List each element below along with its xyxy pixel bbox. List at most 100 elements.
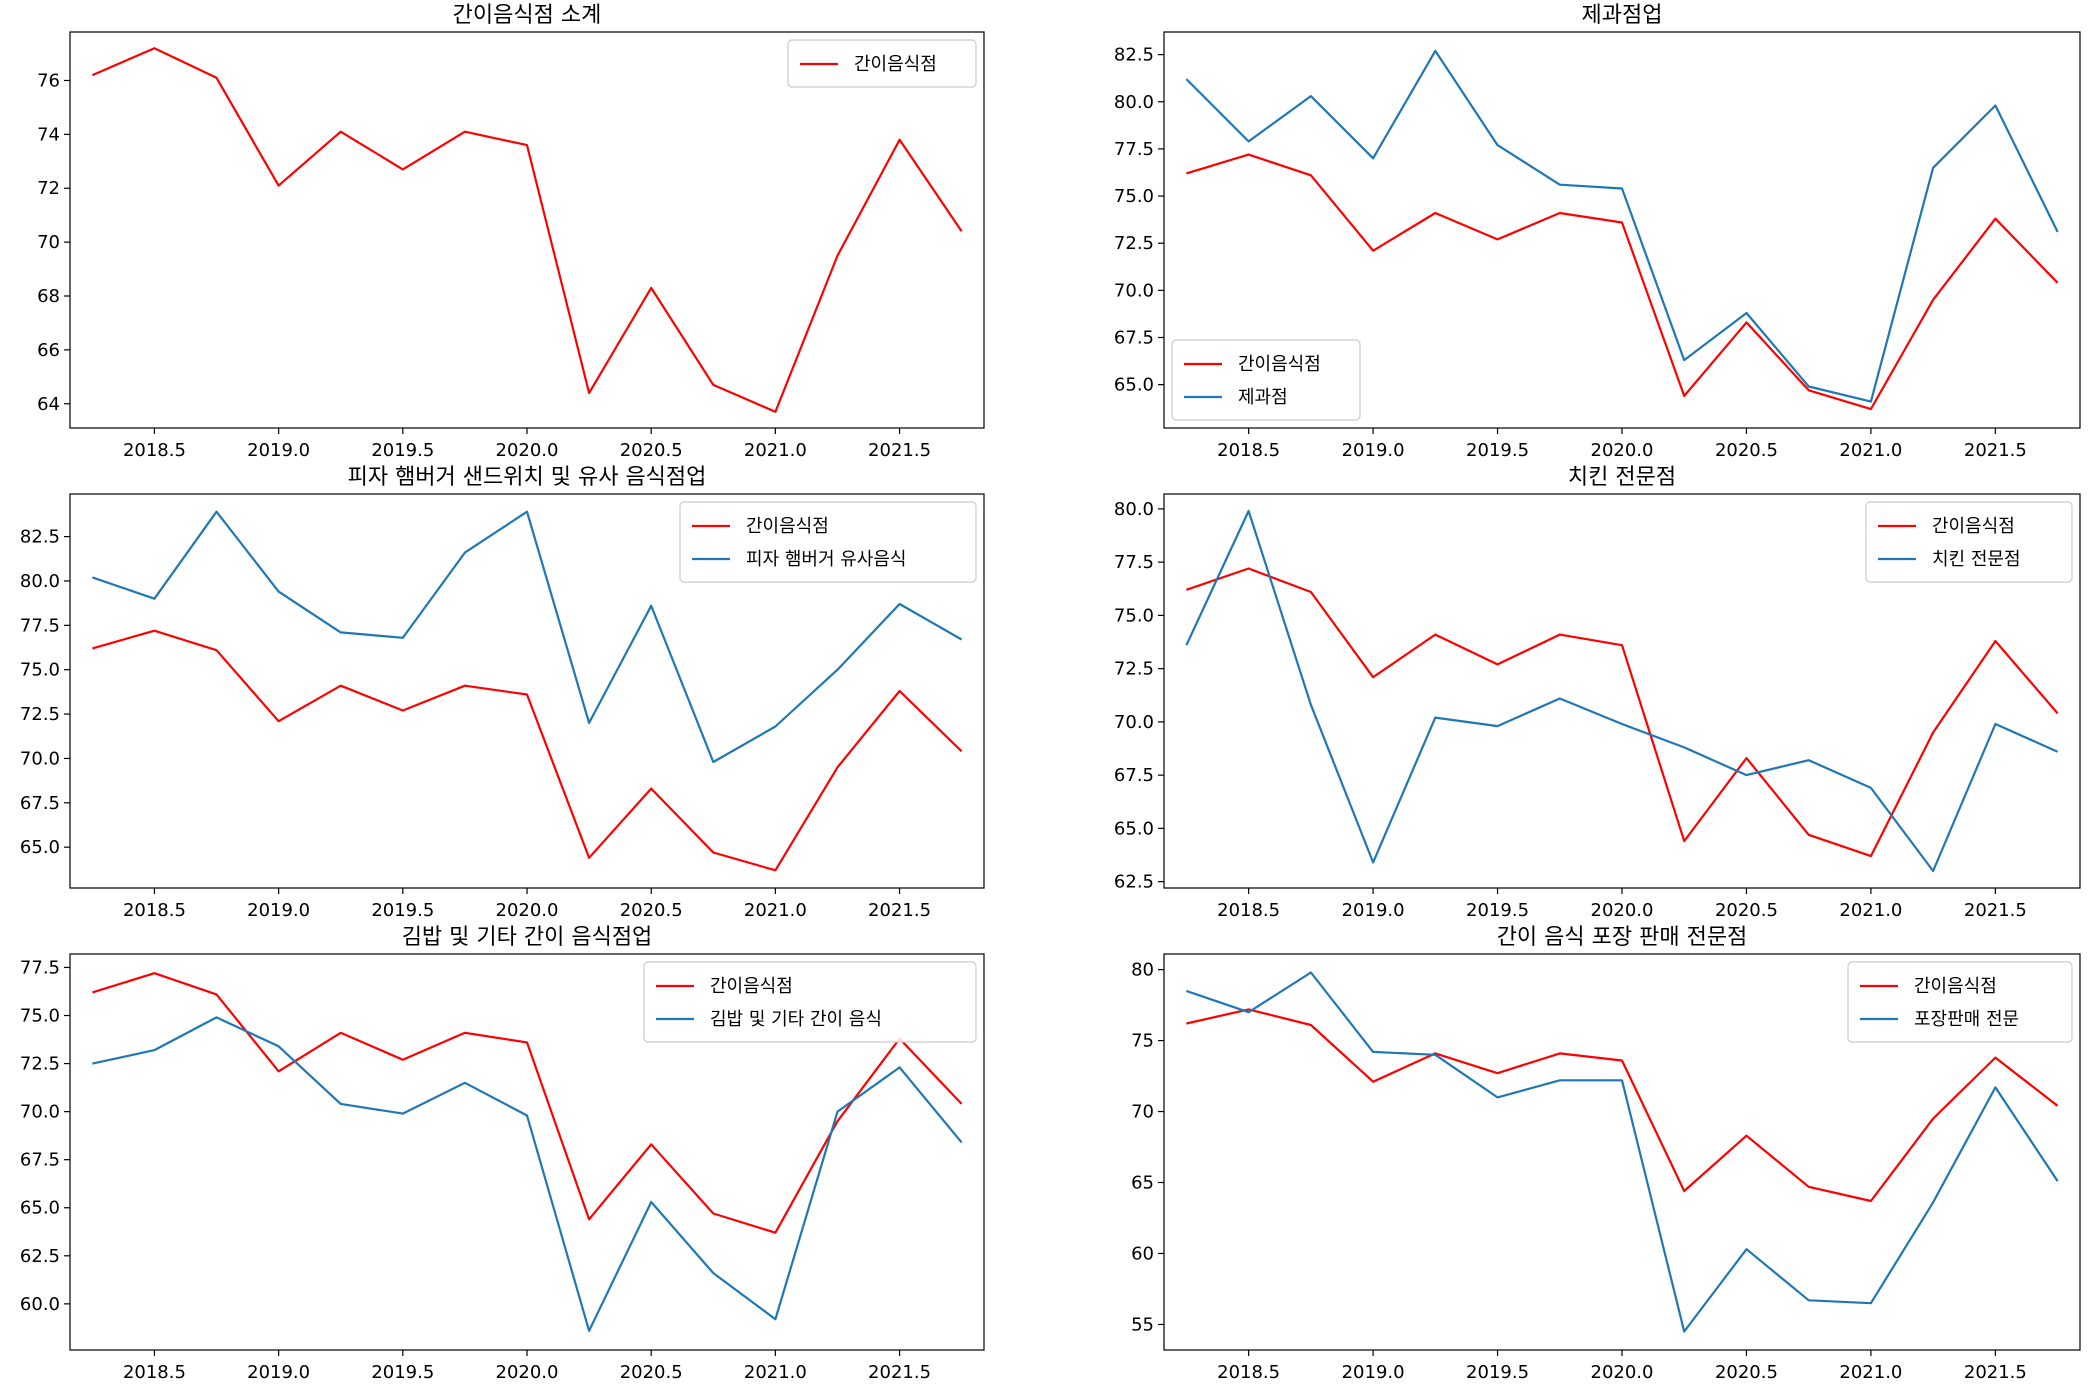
y-tick-label: 67.5 — [20, 1150, 60, 1171]
series-line-1 — [91, 47, 963, 413]
y-tick-label: 82.5 — [20, 527, 60, 548]
y-tick-label: 70 — [1131, 1102, 1154, 1123]
legend-label: 포장판매 전문 — [1914, 1009, 2019, 1030]
y-tick-label: 68 — [37, 286, 60, 307]
y-tick-label: 65.0 — [1114, 818, 1154, 839]
x-tick-label: 2018.5 — [123, 900, 186, 921]
legend-box — [1171, 339, 1361, 421]
legend-label: 제과점 — [1238, 387, 1288, 408]
x-tick-label: 2018.5 — [1217, 1362, 1280, 1383]
x-tick-label: 2018.5 — [1217, 440, 1280, 461]
legend-label: 간이음식점 — [1914, 976, 1997, 997]
y-tick-label: 70.0 — [1114, 280, 1154, 301]
legend-box — [1865, 501, 2073, 583]
series-line-1 — [1186, 567, 2059, 858]
y-tick-label: 64 — [37, 394, 60, 415]
x-tick-label: 2018.5 — [1217, 900, 1280, 921]
y-tick-label: 70.0 — [20, 748, 60, 769]
x-tick-label: 2020.0 — [1591, 440, 1654, 461]
x-tick-label: 2020.0 — [496, 440, 559, 461]
chart-title: 김밥 및 기타 간이 음식점업 — [402, 925, 653, 950]
x-tick-label: 2019.5 — [371, 1362, 434, 1383]
plot-frame — [1163, 31, 2081, 429]
x-tick-label: 2019.5 — [1466, 900, 1529, 921]
x-tick-label: 2021.0 — [744, 1362, 807, 1383]
x-tick-label: 2021.0 — [1839, 900, 1902, 921]
y-tick-label: 77.5 — [20, 957, 60, 978]
y-tick-label: 77.5 — [1114, 139, 1154, 160]
chart-panel-3: 피자 햄버거 샌드위치 및 유사 음식점업 2018.5 2019.0 2019.5 2… — [20, 465, 985, 921]
y-tick-label: 62.5 — [20, 1246, 60, 1267]
y-tick-label: 82.5 — [1114, 45, 1154, 66]
y-tick-label: 65.0 — [20, 837, 60, 858]
legend-label: 치킨 전문점 — [1932, 549, 2021, 570]
y-tick-label: 75.0 — [20, 1006, 60, 1027]
series-line-1 — [1186, 1008, 2059, 1203]
y-tick-label: 77.5 — [20, 615, 60, 636]
y-tick-label: 72.5 — [20, 1054, 60, 1075]
legend-box — [643, 961, 977, 1043]
series-line-2 — [1186, 971, 2059, 1333]
x-tick-label: 2019.5 — [371, 440, 434, 461]
y-tick-label: 65.0 — [20, 1198, 60, 1219]
chart-title: 간이음식점 소계 — [453, 3, 602, 28]
series-line-1 — [92, 629, 963, 872]
series-line-2 — [1185, 49, 2059, 403]
legend-box — [1847, 961, 2073, 1043]
x-tick-label: 2019.0 — [247, 1362, 310, 1383]
x-tick-label: 2020.5 — [1715, 900, 1778, 921]
y-tick-label: 65 — [1131, 1173, 1154, 1194]
x-tick-label: 2020.5 — [620, 440, 683, 461]
chart-panel-6: 간이 음식 포장 판매 전문점 2018.5 2019.0 2019.5 2020.0 2… — [1131, 925, 2081, 1383]
chart-title: 제과점업 — [1582, 3, 1663, 28]
legend-label: 피자 햄버거 유사음식 — [746, 549, 906, 570]
y-tick-label: 67.5 — [20, 793, 60, 814]
x-tick-label: 2021.5 — [1964, 1362, 2027, 1383]
x-tick-label: 2021.5 — [1964, 440, 2027, 461]
x-tick-label: 2020.0 — [1591, 1362, 1654, 1383]
x-tick-label: 2021.5 — [1964, 900, 2027, 921]
chart-panel-2: 제과점업 2018.5 2019.0 2019.5 2020.0 2020.5 2021.0… — [1114, 3, 2081, 461]
y-tick-label: 80.0 — [1114, 92, 1154, 113]
x-tick-label: 2020.5 — [1715, 440, 1778, 461]
x-tick-label: 2021.0 — [1839, 1362, 1902, 1383]
x-tick-label: 2019.5 — [371, 900, 434, 921]
x-tick-label: 2020.0 — [496, 1362, 559, 1383]
y-tick-label: 80 — [1131, 960, 1154, 981]
x-tick-label: 2021.0 — [744, 900, 807, 921]
x-tick-label: 2018.5 — [123, 440, 186, 461]
y-tick-label: 75 — [1131, 1031, 1154, 1052]
y-tick-label: 72 — [37, 178, 60, 199]
plot-frame — [69, 953, 985, 1351]
x-tick-label: 2019.0 — [247, 900, 310, 921]
x-tick-label: 2021.0 — [1839, 440, 1902, 461]
series-line-2 — [92, 510, 963, 764]
legend-box — [787, 39, 977, 88]
chart-title: 간이 음식 포장 판매 전문점 — [1497, 925, 1748, 950]
y-tick-label: 70.0 — [20, 1102, 60, 1123]
x-tick-label: 2019.5 — [1466, 1362, 1529, 1383]
x-tick-label: 2020.0 — [496, 900, 559, 921]
y-tick-label: 77.5 — [1114, 552, 1154, 573]
series-line-2 — [92, 1016, 963, 1332]
y-tick-label: 80.0 — [20, 571, 60, 592]
plot-frame — [1163, 493, 2081, 889]
chart-panel-4: 치킨 전문점 2018.5 2019.0 2019.5 2020.0 2020.5 2021… — [1114, 465, 2081, 921]
x-tick-label: 2021.0 — [744, 440, 807, 461]
plot-frame — [69, 31, 985, 429]
series-line-2 — [1185, 509, 2059, 873]
x-tick-label: 2018.5 — [123, 1362, 186, 1383]
y-tick-label: 60 — [1131, 1243, 1154, 1264]
y-tick-label: 74 — [37, 124, 60, 145]
y-tick-label: 70 — [37, 232, 60, 253]
y-tick-label: 66 — [37, 340, 60, 361]
x-tick-label: 2020.5 — [620, 900, 683, 921]
y-tick-label: 72.5 — [1114, 233, 1154, 254]
x-tick-label: 2019.5 — [1466, 440, 1529, 461]
y-tick-label: 65.0 — [1114, 375, 1154, 396]
